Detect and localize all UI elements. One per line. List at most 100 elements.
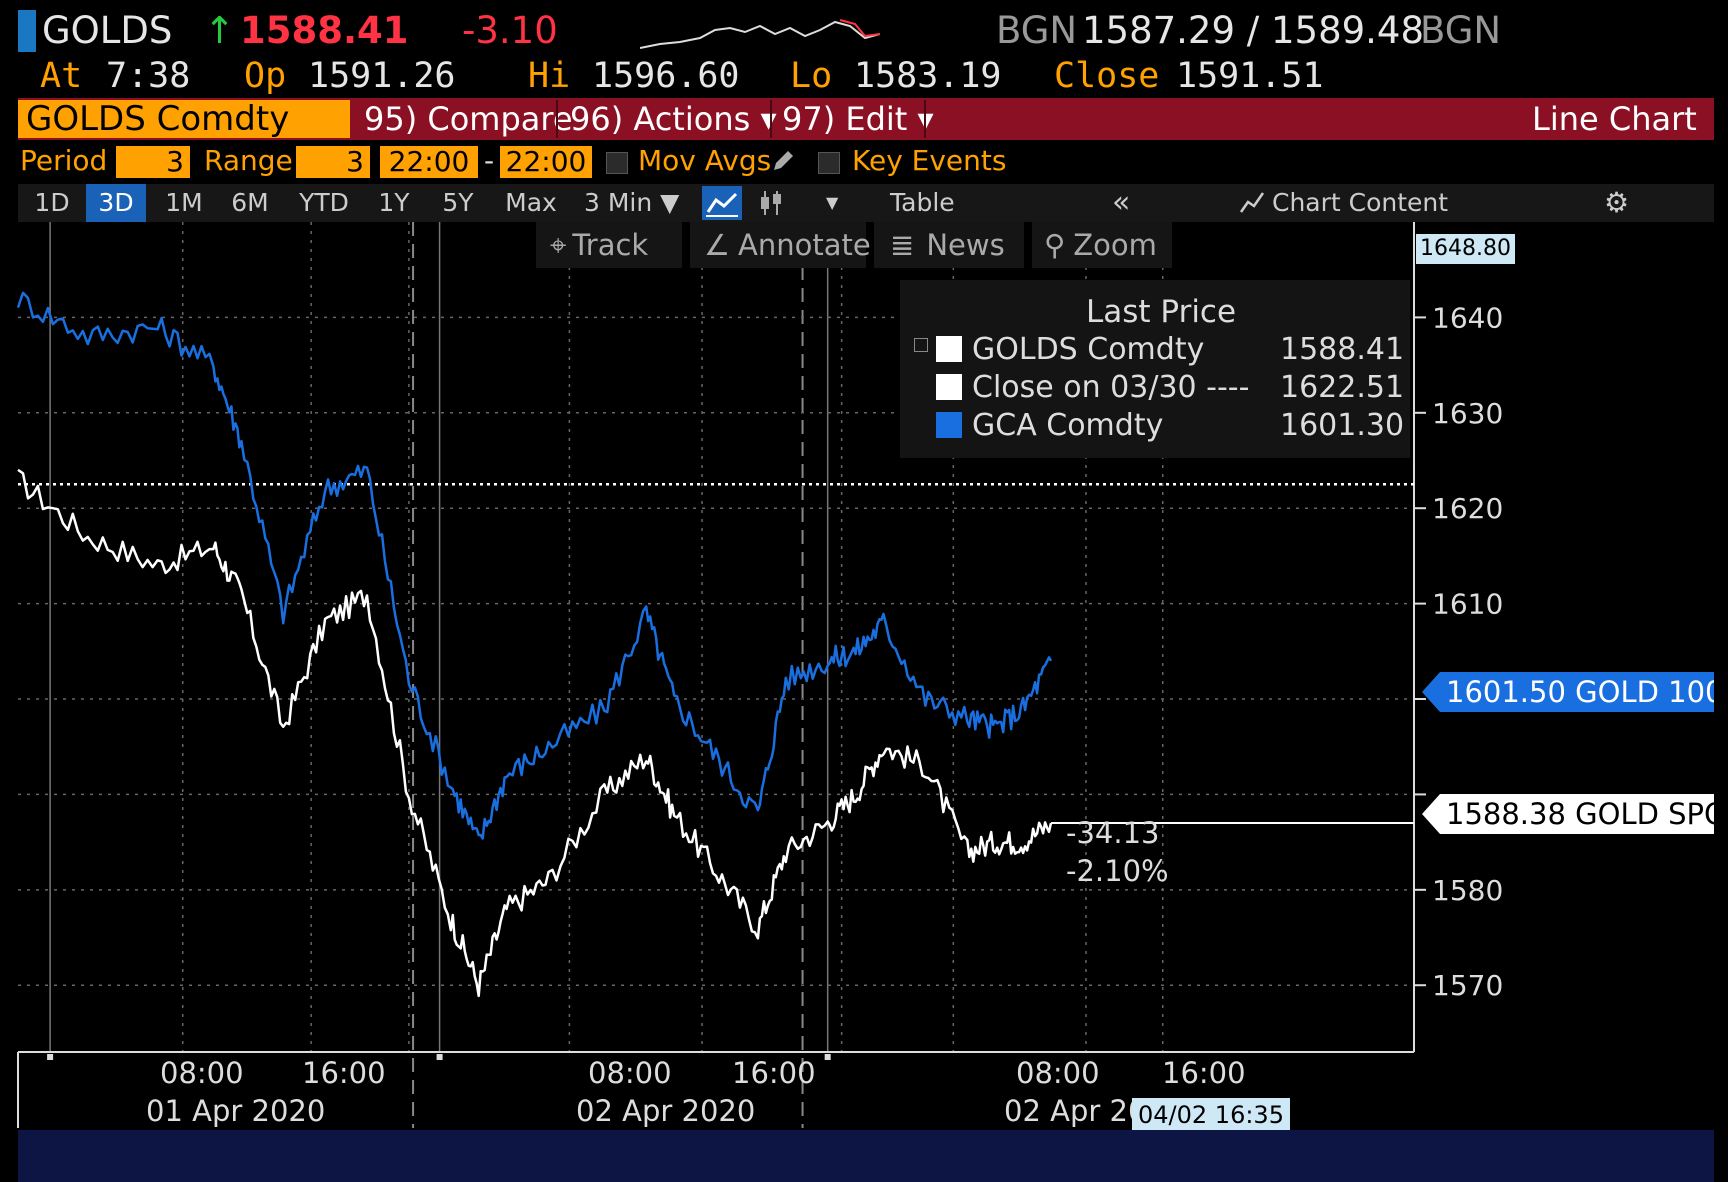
bid-source: BGN (996, 9, 1078, 52)
chart-style-dropdown-icon[interactable]: ▼ (826, 193, 839, 212)
period-label: Period (20, 144, 108, 177)
legend-series-value: 1588.41 (1280, 332, 1405, 367)
x-time-label: 16:00 (732, 1056, 816, 1090)
legend-series-name: GOLDS Comdty (972, 332, 1205, 367)
sparkline-icon (640, 19, 880, 49)
zoom-button[interactable]: ⚲ Zoom (1032, 222, 1172, 268)
start-time-input[interactable]: 22:00 (380, 146, 478, 178)
news-button[interactable]: ≣ News (874, 222, 1024, 268)
actions-menu[interactable]: 96) Actions ▾ (570, 100, 777, 138)
y-tick-label: 1610 (1432, 588, 1503, 621)
x-date-label: 01 Apr 2020 (146, 1094, 326, 1128)
x-date-label: 02 Apr 2020 (576, 1094, 756, 1128)
key-events-label: Key Events (852, 144, 1007, 177)
x-axis-marker (436, 1054, 443, 1060)
legend-series-name: GCA Comdty (972, 408, 1164, 443)
candlestick-icon[interactable] (756, 188, 786, 218)
x-time-label: 16:00 (1162, 1056, 1246, 1090)
x-axis-marker (824, 1054, 831, 1060)
y-tick-label: 1630 (1432, 397, 1503, 430)
status-bar (18, 1130, 1714, 1182)
collapse-icon[interactable]: « (1112, 185, 1131, 220)
mov-avgs-checkbox[interactable] (606, 152, 628, 174)
low-value: 1583.19 (854, 56, 1002, 96)
x-time-label: 08:00 (588, 1056, 672, 1090)
net-change: -3.10 (462, 9, 558, 52)
annotate-button[interactable]: ∠ Annotate (690, 222, 871, 268)
chart-content-icon (1239, 192, 1265, 213)
close-value: 1591.51 (1176, 56, 1324, 96)
x-date-label: 02 Apr 20 (1004, 1094, 1147, 1128)
edit-menu[interactable]: 97) Edit ▾ (782, 100, 934, 138)
axis-max-tag: 1648.80 (1416, 234, 1515, 264)
chart-type-label[interactable]: Line Chart (1532, 100, 1697, 138)
x-time-label: 08:00 (1016, 1056, 1100, 1090)
ticker-symbol: GOLDS (42, 9, 173, 52)
interval-dropdown[interactable]: 3 Min ▼ (584, 188, 680, 217)
toolbar-divider (924, 100, 926, 138)
range-button-3d[interactable]: 3D (86, 184, 146, 222)
legend-swatch (936, 412, 962, 438)
up-arrow-icon: ↑ (204, 9, 236, 52)
series-line-golds-comdty (17, 468, 1053, 998)
high-label: Hi (528, 56, 571, 96)
range-button-max[interactable]: Max (505, 188, 557, 217)
toolbar-divider (770, 100, 772, 138)
last-price: 1588.41 (240, 9, 409, 52)
legend-swatch (936, 336, 962, 362)
close-label: Close (1054, 56, 1160, 96)
y-tick-label: 1580 (1432, 874, 1503, 907)
legend-series-name: Close on 03/30 ---- (972, 370, 1250, 405)
annotate-icon: ∠ (704, 228, 730, 262)
at-label: At (40, 56, 83, 96)
range-label: Range (204, 144, 293, 177)
bid-ask: 1587.29 / 1589.48 (1082, 9, 1424, 52)
range-button-ytd[interactable]: YTD (299, 188, 349, 217)
cursor-time-tag: 04/02 16:35 (1132, 1098, 1290, 1132)
y-tick-label: 1570 (1432, 969, 1503, 1002)
at-time: 7:38 (106, 56, 191, 96)
compare-button[interactable]: 95) Compare (364, 100, 573, 138)
ticker-color-block (18, 10, 36, 52)
toolbar-divider (556, 100, 558, 138)
series-line-gca-comdty (16, 291, 1053, 840)
range-button-1y[interactable]: 1Y (378, 188, 410, 217)
x-time-label: 08:00 (160, 1056, 244, 1090)
x-axis-marker (47, 1054, 54, 1060)
line-chart-icon[interactable] (702, 186, 742, 220)
diff-value: -34.13 (1066, 816, 1160, 850)
range-button-1m[interactable]: 1M (165, 188, 203, 217)
range-button-6m[interactable]: 6M (231, 188, 269, 217)
legend-panel (900, 280, 1410, 458)
end-time-input[interactable]: 22:00 (500, 146, 592, 178)
security-field[interactable]: GOLDS Comdty (18, 100, 350, 138)
table-button[interactable]: Table (890, 188, 955, 217)
open-value: 1591.26 (308, 56, 456, 96)
range-input[interactable]: 3 (296, 146, 370, 178)
legend-series-value: 1622.51 (1280, 370, 1405, 405)
open-label: Op (244, 56, 287, 96)
mov-avgs-label: Mov Avgs (638, 144, 772, 177)
chart-content-button[interactable]: Chart Content (1272, 188, 1449, 217)
gear-icon[interactable]: ⚙ (1604, 186, 1630, 219)
diff-percent: -2.10% (1066, 854, 1169, 888)
high-value: 1596.60 (592, 56, 740, 96)
legend-title: Last Price (1086, 294, 1237, 330)
track-button[interactable]: ⌖ Track (536, 222, 682, 268)
y-tick-label: 1620 (1432, 492, 1503, 525)
key-events-checkbox[interactable] (818, 152, 840, 174)
y-tick-label: 1640 (1432, 301, 1503, 334)
period-input[interactable]: 3 (116, 146, 190, 178)
legend-collapse-icon[interactable] (914, 338, 928, 352)
crosshair-icon: ⌖ (550, 228, 567, 262)
legend-series-value: 1601.30 (1280, 408, 1405, 443)
gca-price-tag: 1601.50 GOLD 100 (1422, 672, 1714, 712)
ask-source: BGN (1420, 9, 1502, 52)
range-button-5y[interactable]: 5Y (442, 188, 474, 217)
spot-price-tag: 1588.38 GOLD SPOT (1422, 794, 1714, 834)
range-button-1d[interactable]: 1D (34, 188, 70, 217)
low-label: Lo (790, 56, 833, 96)
legend-swatch (936, 374, 962, 400)
magnifier-icon: ⚲ (1044, 228, 1066, 262)
pencil-icon[interactable] (770, 148, 796, 174)
